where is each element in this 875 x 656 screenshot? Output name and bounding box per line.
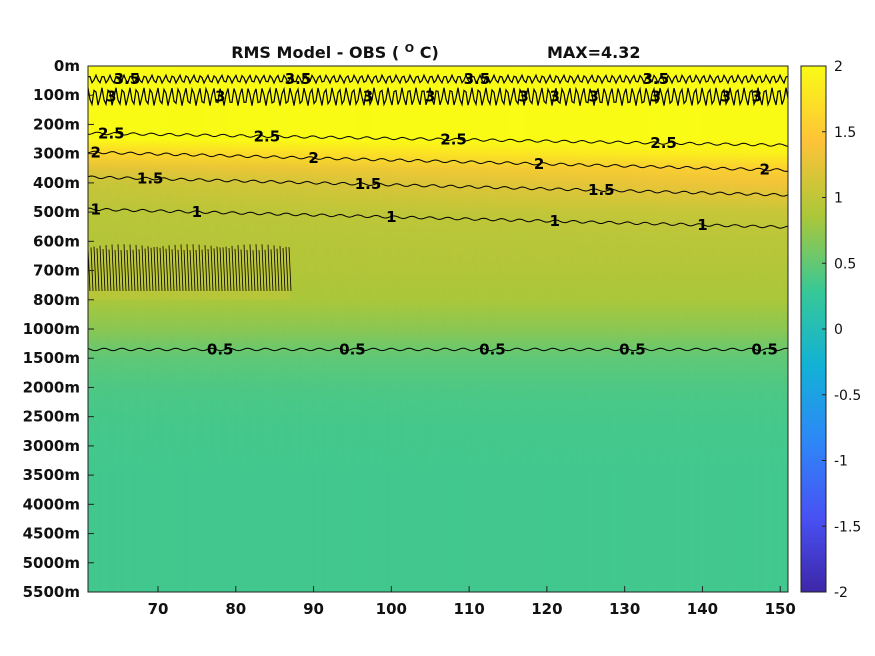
contour-label: 1.5 (588, 181, 615, 199)
contour-label: 0.5 (619, 340, 646, 358)
colorbar: 2 1.5 1 0.5 0 -0.5 -1 -1.5 -2 (800, 59, 861, 601)
x-tick-label: 120 (531, 600, 562, 618)
y-tick-label: 5500m (23, 583, 80, 601)
colorbar-tick-label: -1 (834, 454, 848, 470)
chart-title: RMS Model - OBS ( O C) (231, 37, 439, 62)
contour-label: 2 (91, 143, 101, 161)
y-tick-label: 100m (33, 86, 80, 104)
contour-label: 2.5 (650, 134, 677, 152)
contour-label: 3 (518, 88, 528, 106)
y-tick-label: 4500m (23, 525, 80, 543)
contour-3 (87, 86, 789, 107)
x-tick-label: 150 (765, 600, 796, 618)
contour-label: 3 (752, 88, 762, 106)
colorbar-tick-label: -0.5 (834, 388, 861, 404)
contour-label: 2.5 (440, 130, 467, 148)
contour-3.5 (87, 73, 789, 85)
x-tick-label: 70 (148, 600, 169, 618)
contour-lines (87, 73, 789, 352)
contour-label: 3 (588, 88, 598, 106)
x-tick-label: 110 (453, 600, 484, 618)
contour-label: 2.5 (98, 125, 125, 143)
contour-label: 2 (759, 161, 769, 179)
x-tick-label: 140 (687, 600, 718, 618)
contour-1 (88, 207, 789, 229)
colorbar-tick-label: 0 (834, 322, 843, 338)
y-tick-label: 700m (33, 262, 80, 280)
y-tick-label: 3000m (23, 437, 80, 455)
colorbar-tick-label: 1 (834, 191, 843, 207)
contour-labels: 3.5 3.5 3.5 3.53 3 3 3 3 3 3 3 3 32.5 2.5 2.5 2.52 2 2 21.… (91, 70, 778, 358)
contour-2 (87, 150, 789, 172)
contour-label: 2 (308, 149, 318, 167)
contour-label: 1.5 (355, 175, 382, 193)
contour-1.5 (87, 175, 789, 197)
contour-label: 0.5 (207, 340, 234, 358)
title-group: RMS Model - OBS ( O C) MAX=4.32 (231, 37, 641, 62)
anomaly-contours (87, 244, 292, 292)
contour-label: 3.5 (114, 70, 141, 88)
contour-label: 1 (386, 208, 396, 226)
y-tick-label: 1500m (23, 349, 80, 367)
contour-label: 3.5 (464, 70, 491, 88)
y-tick-label: 0m (54, 57, 80, 75)
contour-label: 0.5 (479, 340, 506, 358)
contour-label: 0.5 (751, 340, 778, 358)
contour-label: 3 (106, 88, 116, 106)
y-tick-label: 600m (33, 232, 80, 250)
y-tick-label: 800m (33, 291, 80, 309)
contour-label: 3.5 (285, 70, 312, 88)
y-tick-label: 200m (33, 115, 80, 133)
contour-label: 3 (363, 88, 373, 106)
y-tick-label: 5000m (23, 554, 80, 572)
x-tick-label: 100 (376, 600, 407, 618)
contour-label: 1 (91, 200, 101, 218)
contour-2.5 (87, 131, 789, 147)
title-unit-suffix: C) (420, 43, 439, 62)
colorbar-tick-label: 2 (834, 59, 843, 75)
contour-label: 1 (697, 216, 707, 234)
max-value-label: MAX=4.32 (547, 43, 641, 62)
colorbar-tick-label: 0.5 (834, 256, 856, 272)
contour-label: 1 (192, 203, 202, 221)
axes: 70 80 90 100 110 120 130 140 1500m100m200m300m40… (23, 57, 796, 618)
contour-label: 1.5 (137, 170, 164, 188)
contour-label: 0.5 (339, 340, 366, 358)
title-unit-sup: O (405, 42, 414, 55)
plot-area (88, 66, 788, 592)
y-tick-label: 2000m (23, 378, 80, 396)
title-main: RMS Model - OBS (231, 43, 386, 62)
field-east (88, 66, 788, 592)
colorbar-bar (800, 65, 827, 593)
contour-label: 1 (549, 212, 559, 230)
contour-label: 3 (651, 88, 661, 106)
contour-label: 3 (721, 88, 731, 106)
x-tick-label: 90 (303, 600, 324, 618)
colorbar-tick-label: -2 (834, 585, 848, 601)
x-tick-label: 130 (609, 600, 640, 618)
y-tick-label: 1000m (23, 320, 80, 338)
title-unit-prefix: ( (392, 43, 399, 62)
y-tick-label: 400m (33, 174, 80, 192)
y-tick-label: 300m (33, 145, 80, 163)
contour-label: 3 (215, 88, 225, 106)
contour-label: 3 (549, 88, 559, 106)
colorbar-tick-label: -1.5 (834, 519, 861, 535)
colorbar-tick-label: 1.5 (834, 125, 856, 141)
y-tick-label: 2500m (23, 408, 80, 426)
x-tick-label: 80 (225, 600, 246, 618)
contour-label: 3 (425, 88, 435, 106)
y-tick-label: 3500m (23, 466, 80, 484)
contour-label: 2 (534, 155, 544, 173)
y-tick-label: 4000m (23, 495, 80, 513)
y-tick-label: 500m (33, 203, 80, 221)
contour-label: 2.5 (254, 127, 281, 145)
contour-label: 3.5 (642, 70, 669, 88)
contour-0.5 (87, 347, 789, 352)
